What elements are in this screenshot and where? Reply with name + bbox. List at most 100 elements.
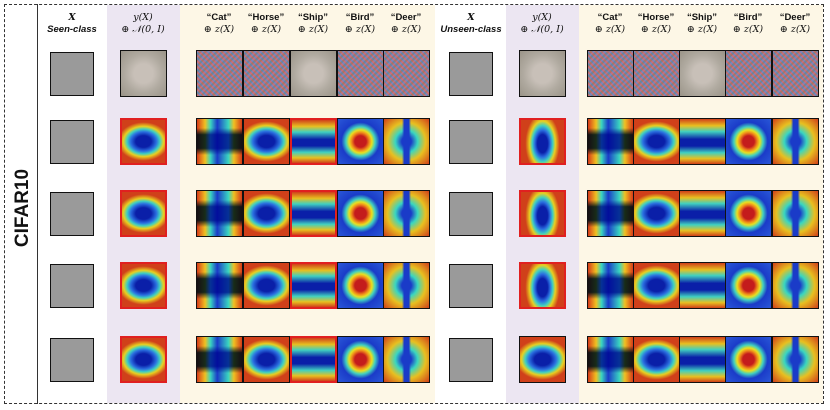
seen-class-header-3: “Bird” ⊕ z(X) [345,12,375,36]
class-op: ⊕ z(X) [640,24,672,35]
class-name: “Deer” [390,12,422,23]
class-name: “Ship” [686,12,718,23]
seen-noise-tile [120,50,167,97]
header-unseen-y: y(X) ⊕ 𝒩(0, I) [520,12,564,35]
unseen-class-tile-1 [633,336,680,383]
class-op: ⊕ z(X) [203,24,235,35]
class-op: ⊕ z(X) [686,24,718,35]
unseen-class-tile-2 [679,262,726,309]
class-op: ⊕ z(X) [732,24,764,35]
header-seen-x: X Seen-class [47,12,97,35]
seen-class-tile-1 [243,336,290,383]
header-unseen-x: X Unseen-class [440,12,502,35]
unseen-class-header-0: “Cat” ⊕ z(X) [595,12,625,36]
seen-class-tile-4 [383,262,430,309]
unseen-class-tile-2 [679,118,726,165]
unseen-class-tile-0 [587,190,634,237]
unseen-class-tile-2 [679,336,726,383]
unseen-class-header-3: “Bird” ⊕ z(X) [733,12,763,36]
unseen-noise-tile [519,50,566,97]
unseen-y-heatmap [519,262,566,309]
class-name: “Bird” [345,12,375,23]
seen-class-header-0: “Cat” ⊕ z(X) [204,12,234,36]
seen-image-boat [50,120,94,164]
class-name: “Cat” [597,12,623,23]
seen-class-tile-4 [383,118,430,165]
class-name: “Bird” [733,12,763,23]
unseen-image-stealth-bomber [449,264,493,308]
unseen-class-tile-3 [725,262,772,309]
class-op: ⊕ z(X) [250,24,282,35]
side-panel: CIFAR10 [4,4,38,404]
seen-class-tile-0 [196,118,243,165]
header-seen-y: y(X) ⊕ 𝒩(0, I) [121,12,165,35]
unseen-class-tile-2 [679,50,726,97]
unseen-class-tile-3 [725,336,772,383]
unseen-class-tile-4 [772,336,819,383]
unseen-class-tile-3 [725,118,772,165]
unseen-class-tile-0 [587,50,634,97]
unseen-image-jet [449,192,493,236]
seen-class-tile-0 [196,336,243,383]
unseen-class-header-4: “Deer” ⊕ z(X) [780,12,811,36]
unseen-class-tile-4 [772,50,819,97]
unseen-class-tile-2 [679,190,726,237]
unseen-y-heatmap [519,336,566,383]
unseen-class-tile-4 [772,118,819,165]
seen-y-heatmap [120,190,167,237]
dataset-label: CIFAR10 [12,168,33,248]
seen-y-heatmap [120,336,167,383]
unseen-class-tile-1 [633,50,680,97]
unseen-image-airplane [449,52,493,96]
class-name: “Cat” [206,12,232,23]
seen-class-tile-1 [243,50,290,97]
seen-class-tile-2 [290,190,337,237]
unseen-class-tile-3 [725,190,772,237]
class-op: ⊕ z(X) [390,24,422,35]
class-name: “Deer” [779,12,811,23]
unseen-class-tile-1 [633,190,680,237]
unseen-class-header-2: “Ship” ⊕ z(X) [687,12,717,36]
unseen-image-biplane [449,338,493,382]
seen-class-header-1: “Horse” ⊕ z(X) [248,12,284,36]
seen-class-tile-4 [383,336,430,383]
figure-frame [4,4,824,404]
unseen-class-tile-4 [772,262,819,309]
seen-class-tile-3 [337,50,384,97]
unseen-class-tile-0 [587,262,634,309]
seen-class-tile-0 [196,190,243,237]
class-op: ⊕ z(X) [779,24,811,35]
class-name: “Ship” [297,12,329,23]
seen-class-tile-0 [196,262,243,309]
seen-class-tile-3 [337,190,384,237]
seen-class-header-2: “Ship” ⊕ z(X) [298,12,328,36]
unseen-class-header-1: “Horse” ⊕ z(X) [638,12,674,36]
seen-image-ferry [50,192,94,236]
seen-class-tile-3 [337,118,384,165]
unseen-y-heatmap [519,118,566,165]
unseen-y-heatmap [519,190,566,237]
seen-class-tile-1 [243,262,290,309]
seen-image-tugboat [50,338,94,382]
seen-class-tile-2 [290,118,337,165]
unseen-class-tile-0 [587,336,634,383]
class-name: “Horse” [637,12,675,23]
seen-class-tile-3 [337,336,384,383]
seen-class-tile-2 [290,336,337,383]
unseen-image-airplane [449,120,493,164]
seen-class-tile-0 [196,50,243,97]
seen-class-tile-1 [243,118,290,165]
seen-class-tile-4 [383,190,430,237]
seen-class-tile-2 [290,262,337,309]
seen-class-tile-2 [290,50,337,97]
unseen-class-tile-3 [725,50,772,97]
seen-image-boat [50,52,94,96]
class-op: ⊕ z(X) [297,24,329,35]
unseen-class-tile-1 [633,262,680,309]
seen-y-heatmap [120,118,167,165]
seen-image-cargo-ship [50,264,94,308]
seen-class-tile-4 [383,50,430,97]
class-name: “Horse” [247,12,285,23]
unseen-class-tile-1 [633,118,680,165]
class-op: ⊕ z(X) [594,24,626,35]
